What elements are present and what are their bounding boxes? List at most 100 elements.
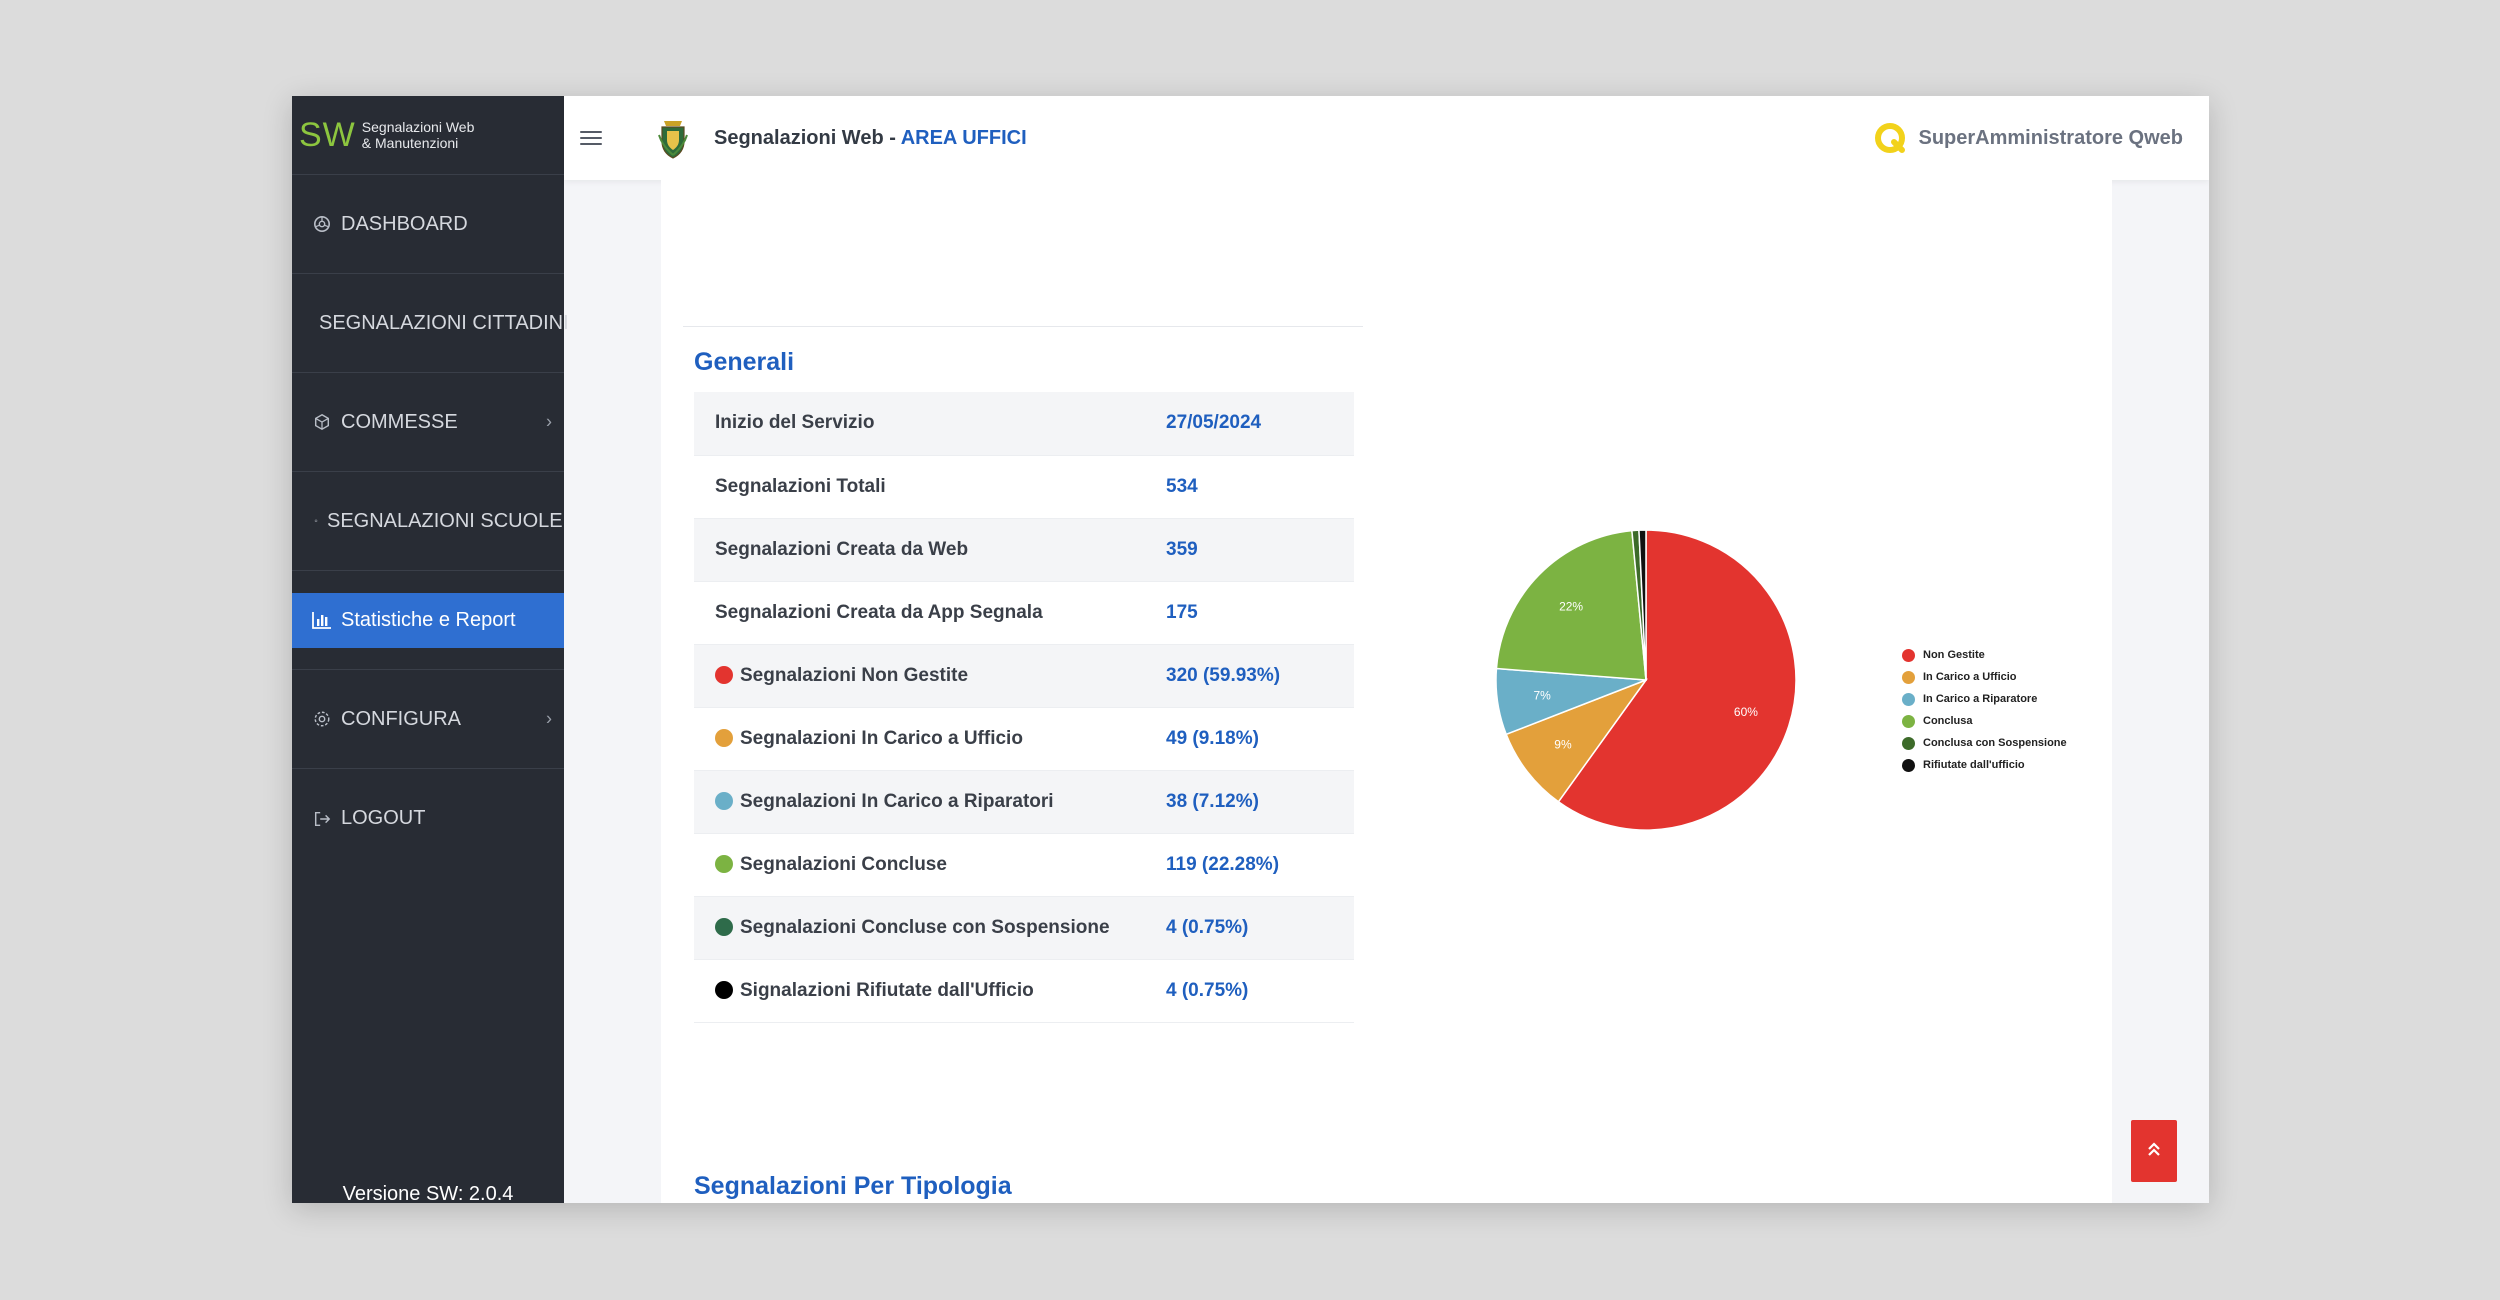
small-dot-icon: ◦ — [314, 515, 318, 527]
hamburger-menu-icon[interactable] — [580, 131, 602, 145]
stats-label: Segnalazioni In Carico a Riparatori — [740, 790, 1054, 812]
section-title-per-tipologia: Segnalazioni Per Tipologia — [694, 1172, 1012, 1200]
pie-slice[interactable] — [1505, 678, 1649, 803]
status-dot-icon — [715, 665, 733, 684]
stats-value: 119 (22.28%) — [1166, 853, 1280, 875]
legend-label: In Carico a Ufficio — [1923, 671, 2017, 683]
active-highlight — [292, 593, 564, 648]
stats-label: Segnalazioni In Carico a Ufficio — [740, 727, 1023, 749]
sidebar-item-label: Statistiche e Report — [341, 608, 516, 631]
sidebar-item-logout[interactable]: LOGOUT — [292, 769, 564, 868]
stats-row: Segnalazioni Concluse con Sospensione 4 (… — [694, 896, 1354, 959]
legend-item[interactable]: Conclusa — [1902, 710, 2067, 732]
status-dot-icon — [715, 791, 733, 810]
stats-row: Segnalazioni Creata da Web 359 — [694, 518, 1354, 581]
pie-slice-label: 60% — [1734, 705, 1758, 719]
app-title-accent: AREA UFFICI — [900, 126, 1027, 149]
stats-label-cell: Segnalazioni Concluse con Sospensione — [694, 896, 1166, 959]
sidebar-item-configura[interactable]: CONFIGURA › — [292, 670, 564, 769]
legend-label: In Carico a Riparatore — [1923, 693, 2038, 705]
legend-item[interactable]: In Carico a Ufficio — [1902, 666, 2067, 688]
legend-swatch — [1902, 714, 1915, 728]
stats-label: Segnalazioni Creata da App Segnala — [715, 601, 1043, 623]
legend-label: Conclusa con Sospensione — [1923, 737, 2067, 749]
app-window: SW Segnalazioni Web & Manutenzioni DASHB… — [292, 96, 2209, 1203]
stats-label-cell: Segnalazioni Creata da App Segnala — [694, 581, 1166, 644]
status-pie-chart: 60% 9% 7% 22% — [1495, 529, 1797, 831]
legend-item[interactable]: In Carico a Riparatore — [1902, 688, 2067, 710]
dashboard-icon — [312, 214, 332, 234]
stats-label: Signalazioni Rifiutate dall'Ufficio — [740, 979, 1034, 1001]
stats-label-cell: Segnalazioni Non Gestite — [694, 644, 1166, 707]
status-dot-icon — [715, 728, 733, 747]
stats-value: 4 (0.75%) — [1166, 979, 1249, 1001]
stats-row: Segnalazioni In Carico a Riparatori 38 (7… — [694, 770, 1354, 833]
stats-row: Inizio del Servizio 27/05/2024 — [694, 392, 1354, 455]
pie-slice[interactable] — [1638, 529, 1647, 681]
sidebar-item-statistiche[interactable]: Statistiche e Report — [292, 571, 564, 670]
stats-value: 4 (0.75%) — [1166, 916, 1249, 938]
chevron-right-icon: › — [546, 411, 552, 432]
sidebar-item-label: COMMESSE — [341, 410, 458, 433]
legend-label: Non Gestite — [1923, 649, 1985, 661]
brand-subtitle-line1: Segnalazioni Web — [361, 119, 475, 135]
box-icon — [312, 412, 332, 432]
legend-swatch — [1902, 670, 1915, 684]
legend-item[interactable]: Conclusa con Sospensione — [1902, 732, 2067, 754]
scroll-to-top-button[interactable] — [2131, 1120, 2177, 1182]
top-bar: Segnalazioni Web - AREA UFFICI SuperAmmi… — [564, 96, 2209, 180]
pie-slice[interactable] — [1495, 529, 1647, 681]
brand-logo: SW — [299, 115, 356, 154]
brand-subtitle-line2: & Manutenzioni — [361, 135, 459, 151]
double-chevron-up-icon — [2147, 1140, 2161, 1163]
sidebar-item-label: LOGOUT — [341, 807, 426, 829]
brand-subtitle: Segnalazioni Web & Manutenzioni — [362, 119, 475, 151]
stats-label: Inizio del Servizio — [715, 412, 875, 434]
sidebar-item-label: DASHBOARD — [341, 212, 468, 235]
stats-label-cell: Segnalazioni In Carico a Riparatori — [694, 770, 1166, 833]
stats-value: 534 — [1166, 475, 1198, 497]
qweb-logo-icon — [1875, 123, 1906, 153]
app-title-main: Segnalazioni Web - — [714, 126, 901, 149]
stats-label-cell: Signalazioni Rifiutate dall'Ufficio — [694, 959, 1166, 1022]
stats-label-cell: Segnalazioni Concluse — [694, 833, 1166, 896]
stats-label-cell: Segnalazioni Totali — [694, 455, 1166, 518]
stats-value: 359 — [1166, 538, 1198, 560]
municipal-crest-icon — [658, 121, 688, 159]
sidebar-item-segnalazioni-cittadini[interactable]: SEGNALAZIONI CITTADINI — [292, 274, 569, 373]
stats-label: Segnalazioni Creata da Web — [715, 538, 969, 560]
sidebar: SW Segnalazioni Web & Manutenzioni DASHB… — [292, 96, 569, 1203]
stats-label-cell: Segnalazioni In Carico a Ufficio — [694, 707, 1166, 770]
section-divider — [683, 326, 1363, 327]
legend-swatch — [1902, 648, 1915, 662]
gear-icon — [312, 709, 332, 729]
stats-label-cell: Inizio del Servizio — [694, 392, 1166, 455]
legend-label: Rifiutate dall'ufficio — [1923, 759, 2025, 771]
bar-chart-icon — [312, 610, 332, 630]
sidebar-item-segnalazioni-scuole[interactable]: ◦ SEGNALAZIONI SCUOLE — [292, 472, 564, 571]
legend-swatch — [1902, 736, 1915, 750]
user-menu[interactable]: SuperAmministratore Qweb — [1874, 96, 2183, 180]
section-title-generali: Generali — [694, 348, 795, 376]
sidebar-item-commesse[interactable]: COMMESSE › — [292, 373, 564, 472]
pie-slice-label: 22% — [1559, 599, 1583, 613]
stats-row: Segnalazioni Creata da App Segnala 175 — [694, 581, 1354, 644]
stats-value: 320 (59.93%) — [1166, 664, 1281, 686]
stats-row: Segnalazioni In Carico a Ufficio 49 (9.18… — [694, 707, 1354, 770]
sidebar-item-label: CONFIGURA — [341, 707, 461, 730]
app-title: Segnalazioni Web - AREA UFFICI — [714, 127, 1027, 150]
logout-icon — [312, 809, 332, 829]
sidebar-item-label: SEGNALAZIONI CITTADINI — [319, 311, 569, 334]
legend-item[interactable]: Non Gestite — [1902, 644, 2067, 666]
sidebar-item-dashboard[interactable]: DASHBOARD — [292, 175, 564, 274]
stats-row: Segnalazioni Non Gestite 320 (59.93%) — [694, 644, 1354, 707]
stats-table: Inizio del Servizio 27/05/2024 Segnalazion… — [694, 392, 1354, 1023]
brand[interactable]: SW Segnalazioni Web & Manutenzioni — [292, 96, 564, 175]
pie-slice-label: 7% — [1533, 688, 1551, 702]
version-label: Versione SW: 2.0.4 — [342, 1183, 514, 1203]
stats-value: 38 (7.12%) — [1166, 790, 1259, 812]
stats-label-cell: Segnalazioni Creata da Web — [694, 518, 1166, 581]
sidebar-item-label: SEGNALAZIONI SCUOLE — [327, 509, 563, 532]
pie-slice[interactable] — [1557, 529, 1797, 831]
legend-item[interactable]: Rifiutate dall'ufficio — [1902, 754, 2067, 776]
